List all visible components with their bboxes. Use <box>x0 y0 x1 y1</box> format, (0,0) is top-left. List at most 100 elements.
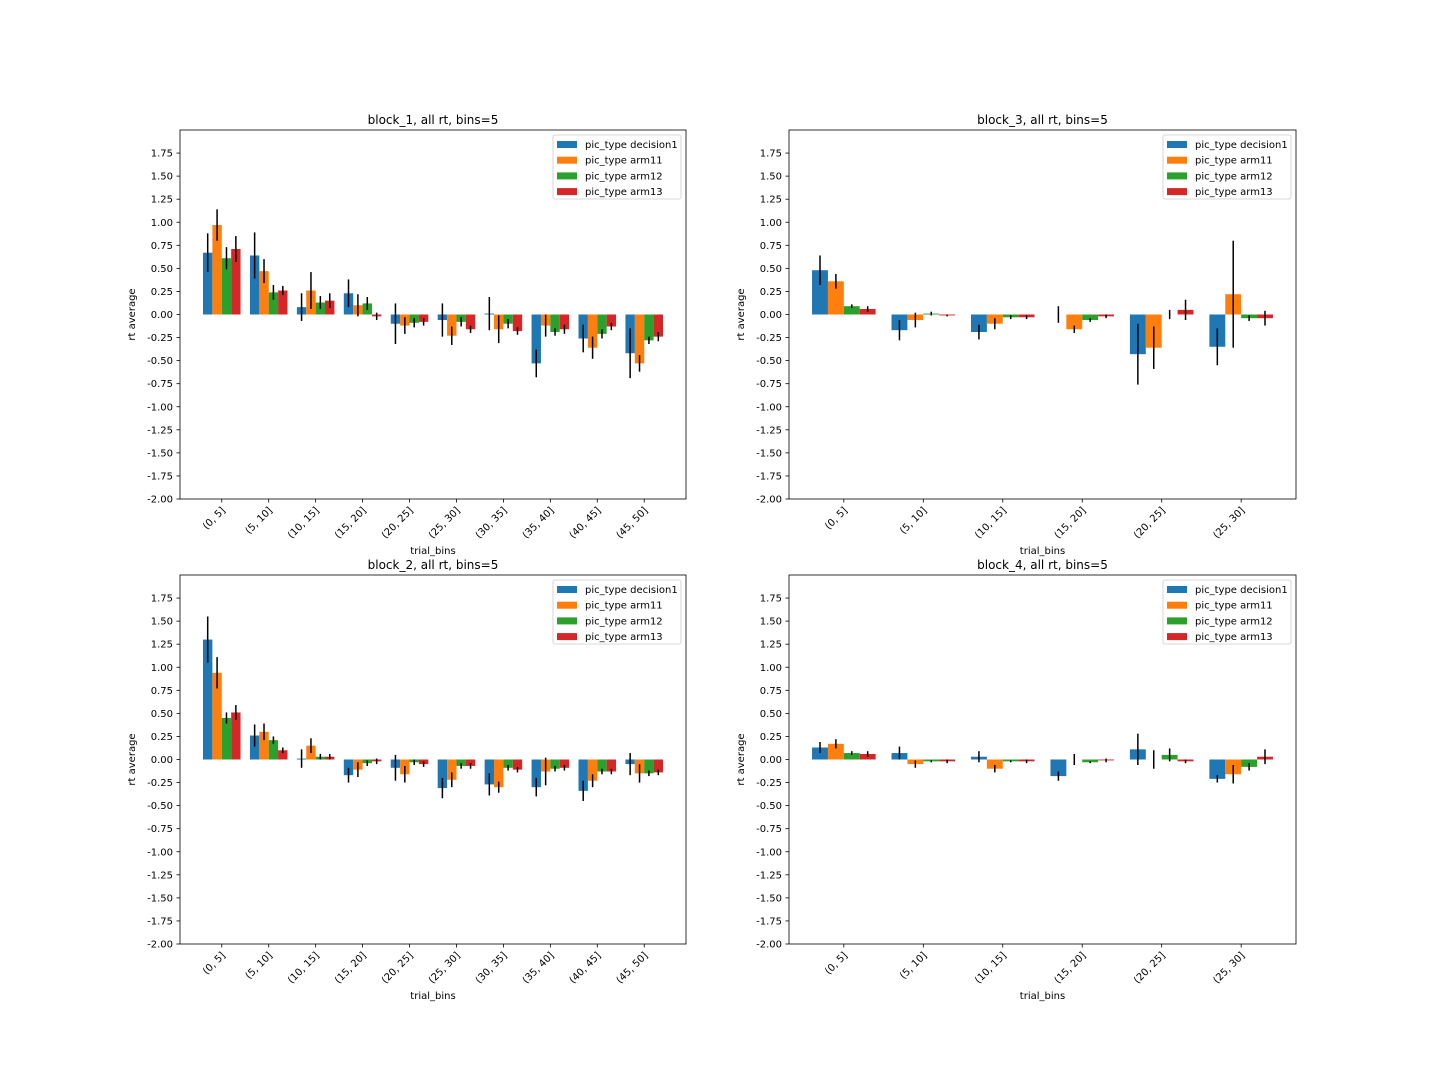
legend-swatch <box>1167 633 1187 640</box>
y-tick-label: 1.75 <box>760 594 782 605</box>
legend-label: pic_type arm11 <box>585 601 663 612</box>
y-axis-label: rt average <box>127 733 138 785</box>
legend-swatch <box>557 172 577 179</box>
chart-title: block_4, all rt, bins=5 <box>977 558 1108 572</box>
y-tick-label: -1.50 <box>147 893 173 904</box>
legend-swatch <box>1167 617 1187 624</box>
y-tick-label: -0.75 <box>147 824 173 835</box>
y-tick-label: 0.50 <box>151 264 173 275</box>
legend: pic_type decision1 pic_type arm11 pic_type… <box>553 580 681 644</box>
y-tick-label: -0.25 <box>756 333 782 344</box>
y-tick-label: -0.50 <box>147 801 173 812</box>
y-tick-label: 0.75 <box>760 686 782 697</box>
y-tick-label: 1.75 <box>151 149 173 160</box>
y-tick-label: -0.25 <box>756 778 782 789</box>
y-tick-label: -1.50 <box>756 893 782 904</box>
y-tick-label: 0.00 <box>760 310 782 321</box>
legend-label: pic_type arm12 <box>585 616 663 627</box>
legend-swatch <box>557 141 577 148</box>
bar <box>644 315 653 341</box>
y-tick-label: 1.25 <box>151 195 173 206</box>
legend-label: pic_type arm11 <box>1195 156 1273 167</box>
y-tick-label: 0.00 <box>151 310 173 321</box>
y-tick-label: -2.00 <box>147 495 173 506</box>
y-tick-label: -1.50 <box>756 448 782 459</box>
legend-label: pic_type decision1 <box>585 140 678 151</box>
legend-swatch <box>1167 157 1187 164</box>
y-tick-label: -0.50 <box>756 801 782 812</box>
legend-label: pic_type decision1 <box>1195 585 1288 596</box>
y-tick-label: 1.00 <box>760 218 782 229</box>
chart-title: block_1, all rt, bins=5 <box>368 113 499 127</box>
y-tick-label: -2.00 <box>756 940 782 951</box>
legend-label: pic_type arm12 <box>1195 171 1273 182</box>
y-tick-label: -0.25 <box>147 778 173 789</box>
y-tick-label: -0.50 <box>147 356 173 367</box>
y-tick-label: -2.00 <box>756 495 782 506</box>
legend: pic_type decision1 pic_type arm11 pic_type… <box>553 135 681 199</box>
x-axis-label: trial_bins <box>410 546 455 557</box>
legend-label: pic_type decision1 <box>1195 140 1288 151</box>
y-tick-label: 1.00 <box>760 663 782 674</box>
y-axis-label: rt average <box>736 288 747 340</box>
y-tick-label: 1.25 <box>151 640 173 651</box>
legend: pic_type decision1 pic_type arm11 pic_type… <box>1163 135 1291 199</box>
legend-swatch <box>1167 586 1187 593</box>
y-tick-label: 1.00 <box>151 218 173 229</box>
y-tick-label: 0.75 <box>760 241 782 252</box>
y-tick-label: 1.00 <box>151 663 173 674</box>
y-tick-label: -1.00 <box>756 847 782 858</box>
y-tick-label: -0.50 <box>756 356 782 367</box>
y-tick-label: 1.25 <box>760 195 782 206</box>
y-tick-label: 1.75 <box>760 149 782 160</box>
legend-label: pic_type arm13 <box>585 632 663 643</box>
legend-swatch <box>557 602 577 609</box>
y-tick-label: 0.25 <box>760 732 782 743</box>
y-tick-label: -0.75 <box>756 824 782 835</box>
legend-swatch <box>557 157 577 164</box>
legend-swatch <box>1167 141 1187 148</box>
y-tick-label: -1.75 <box>147 916 173 927</box>
y-tick-label: 1.50 <box>760 617 782 628</box>
y-tick-label: -1.75 <box>147 471 173 482</box>
y-tick-label: -1.50 <box>147 448 173 459</box>
y-tick-label: 0.50 <box>760 264 782 275</box>
legend-swatch <box>1167 188 1187 195</box>
y-tick-label: -1.25 <box>756 425 782 436</box>
x-axis-label: trial_bins <box>1020 991 1065 1002</box>
legend-label: pic_type arm11 <box>585 156 663 167</box>
y-tick-label: -0.75 <box>756 379 782 390</box>
legend-swatch <box>1167 602 1187 609</box>
legend-label: pic_type arm13 <box>585 187 663 198</box>
y-tick-label: 0.50 <box>760 709 782 720</box>
legend-label: pic_type decision1 <box>585 585 678 596</box>
x-axis-label: trial_bins <box>1020 546 1065 557</box>
legend-swatch <box>557 633 577 640</box>
y-tick-label: 1.50 <box>151 172 173 183</box>
legend-swatch <box>557 586 577 593</box>
legend-swatch <box>557 617 577 624</box>
chart-title: block_2, all rt, bins=5 <box>368 558 499 572</box>
legend-swatch <box>557 188 577 195</box>
y-tick-label: -1.75 <box>756 471 782 482</box>
y-tick-label: 0.25 <box>760 287 782 298</box>
y-tick-label: -1.25 <box>147 870 173 881</box>
y-tick-label: 1.50 <box>151 617 173 628</box>
y-tick-label: 0.75 <box>151 686 173 697</box>
y-tick-label: -0.25 <box>147 333 173 344</box>
y-tick-label: -1.25 <box>147 425 173 436</box>
legend-swatch <box>1167 172 1187 179</box>
y-tick-label: 0.25 <box>151 287 173 298</box>
y-tick-label: -1.00 <box>147 847 173 858</box>
bar <box>222 718 231 760</box>
y-axis-label: rt average <box>127 288 138 340</box>
y-tick-label: 1.50 <box>760 172 782 183</box>
y-axis-label: rt average <box>736 733 747 785</box>
y-tick-label: -1.25 <box>756 870 782 881</box>
y-tick-label: -1.75 <box>756 916 782 927</box>
y-tick-label: 0.00 <box>151 755 173 766</box>
chart-title: block_3, all rt, bins=5 <box>977 113 1108 127</box>
x-axis-label: trial_bins <box>410 991 455 1002</box>
y-tick-label: -0.75 <box>147 379 173 390</box>
